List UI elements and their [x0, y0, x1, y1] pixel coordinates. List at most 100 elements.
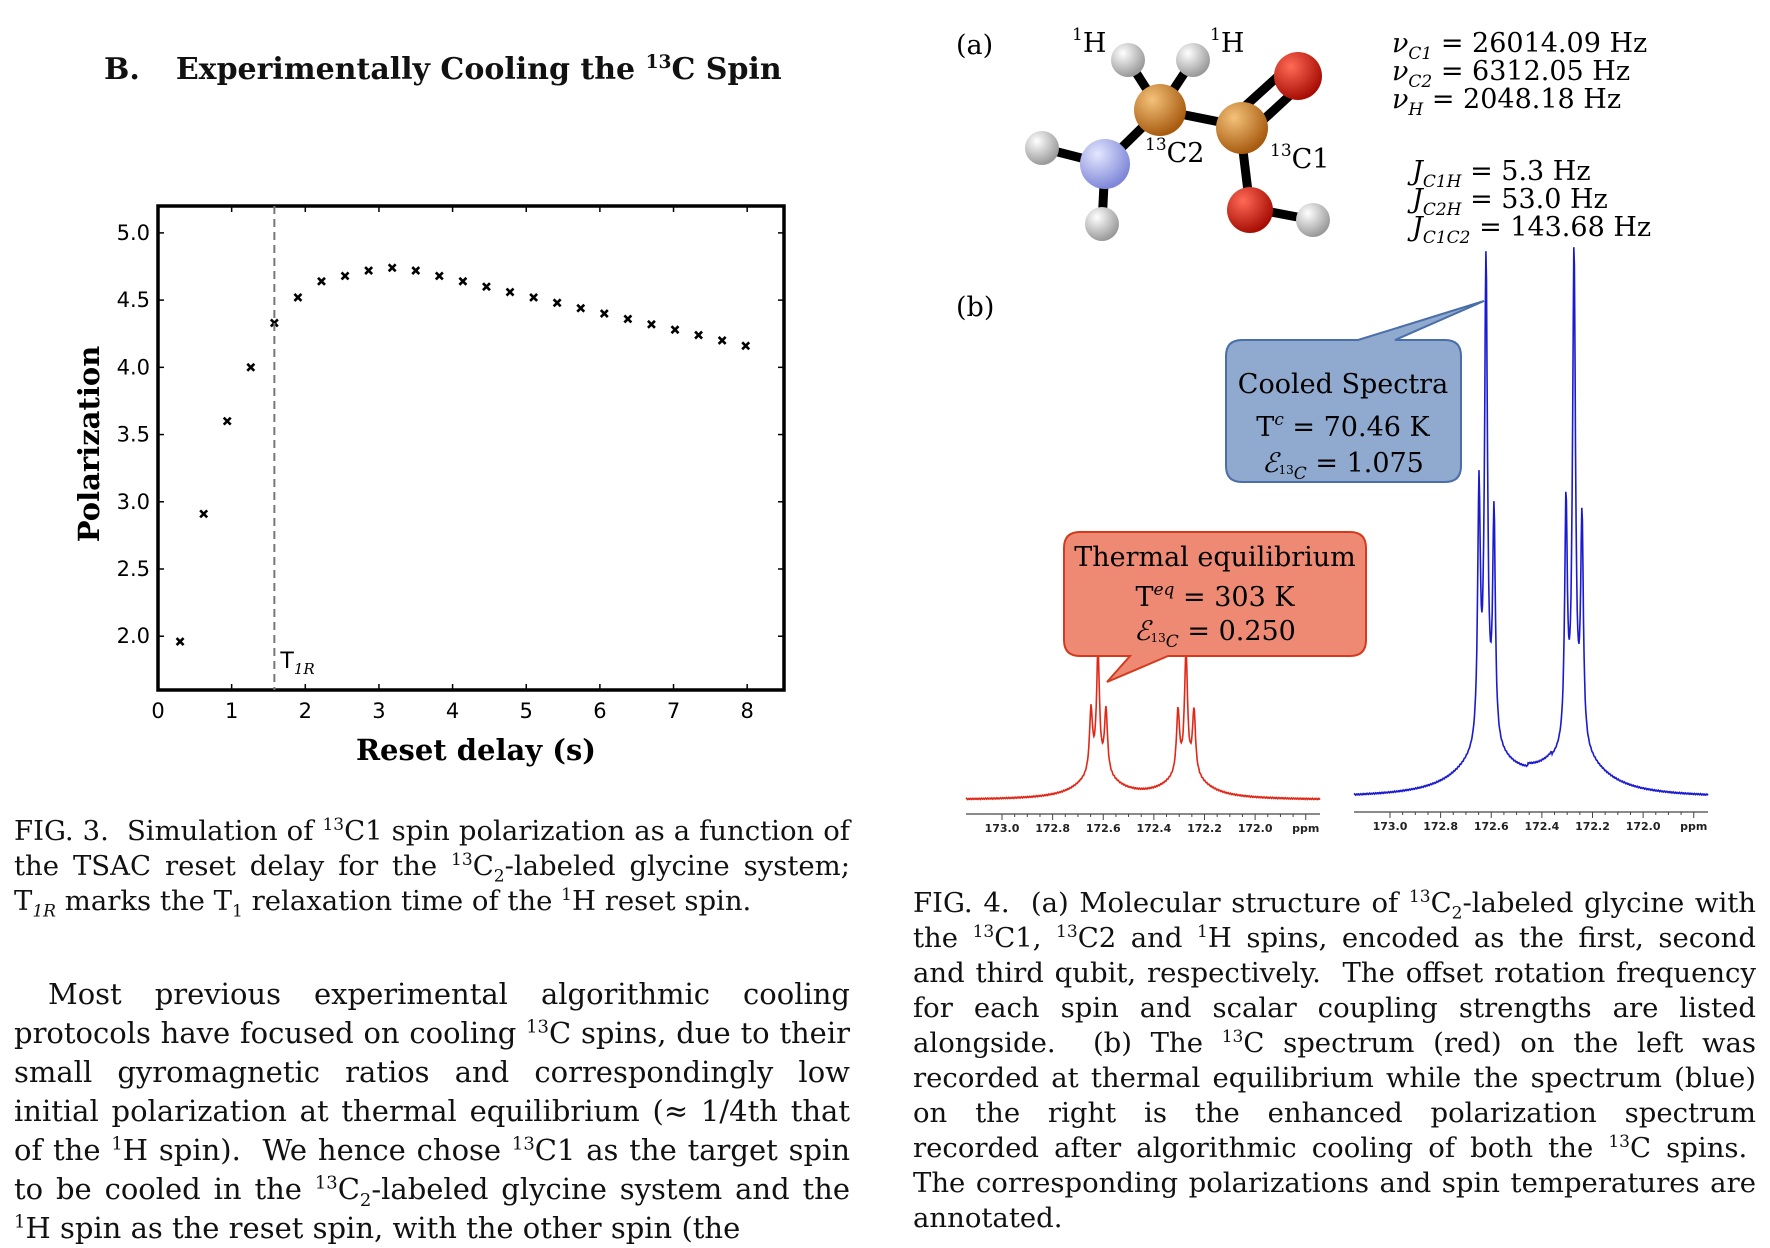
spectrum-tick-label: 172.4: [1524, 820, 1559, 833]
spectrum-tick-label: 173.0: [985, 822, 1020, 835]
coupling-c2h-value: = 53.0 Hz: [1461, 184, 1607, 215]
fig3-point: [741, 341, 751, 351]
freq-c2-sub: C2: [1408, 72, 1432, 92]
figures-canvas: 0 1 2 3 4 5 6 7 82.02.53.03.54.04.55.0 T1R Reset…: [72, 25, 1709, 835]
freq-c1-sub: C1: [1408, 44, 1432, 64]
callout-cooled-enh: ℰ13C = 1.075: [1262, 448, 1424, 484]
callout-cooled-enh-sub: 13: [1278, 463, 1293, 477]
fig3-point: [434, 271, 444, 281]
fig3-t1r-main: T: [279, 649, 294, 674]
callout-cooled-enh-subc: C: [1294, 464, 1307, 484]
callout-cooled-enh-sym: ℰ: [1262, 448, 1281, 479]
fig3-ytick-label: 4.0: [117, 355, 150, 379]
atom-label-h1: 1H: [1072, 25, 1106, 59]
fig3-point: [647, 319, 656, 329]
fig3-point: [293, 293, 303, 302]
coupling-c2h-sub: C2H: [1423, 200, 1463, 220]
atom-label-h2-main: H: [1221, 28, 1245, 59]
callout-cooled-temp-val: = 70.46 K: [1284, 412, 1431, 443]
spectrum-tick-label: 172.6: [1474, 820, 1509, 833]
freq-h-sub: H: [1407, 100, 1424, 120]
freq-c1-sym: ν: [1392, 28, 1408, 59]
fig3-ytick-label: 3.0: [117, 490, 150, 514]
callout-thermal-enh-sym: ℰ: [1134, 616, 1153, 647]
section-title-post: C Spin: [671, 52, 782, 87]
atom-oxygen: [1274, 52, 1322, 100]
section-title-pre: Experimentally Cooling the: [175, 52, 646, 87]
spectrum-tick-label: 172.0: [1626, 820, 1661, 833]
fig3-point: [269, 318, 279, 328]
fig3-point: [458, 276, 468, 286]
atom-label-h2-sup: 1: [1210, 25, 1221, 45]
fig4b-label: (b): [956, 292, 994, 323]
fig3-point: [317, 276, 326, 286]
freq-h-sym: ν: [1392, 84, 1408, 115]
freq-c2-value: = 6312.05 Hz: [1432, 56, 1630, 87]
fig3-ytick-label: 3.5: [117, 423, 150, 447]
body-paragraph-text: Most previous experimental algorithmic c…: [14, 977, 850, 1245]
axis-thermal: 173.0 172.8 172.6 172.4 172.2 172.0 ppm: [966, 813, 1320, 835]
axis-cooled: 173.0 172.8 172.6 172.4 172.2 172.0 ppm: [1354, 811, 1708, 833]
fig3-point: [694, 330, 703, 340]
callout-thermal-enh-sub: 13: [1150, 631, 1165, 645]
callout-thermal: [1063, 531, 1367, 683]
fig3-xtick-label: 6: [593, 699, 606, 723]
coupling-c1h: JC1H = 5.3 Hz: [1407, 156, 1591, 192]
atom-label-c1-main: C1: [1292, 144, 1330, 175]
section-heading: B. Experimentally Cooling the 13C Spin: [104, 52, 782, 87]
fig3-caption-text: FIG. 3. Simulation of 13C1 spin polariza…: [14, 814, 850, 922]
fig3-t1r-sub: 1R: [294, 660, 315, 678]
fig3-point: [175, 637, 185, 647]
fig3-point: [199, 509, 209, 519]
fig3-point: [623, 314, 633, 324]
fig3-ytick-label: 4.5: [117, 288, 150, 312]
callout-thermal-enh-val: = 0.250: [1179, 616, 1296, 647]
spectrum-cooled: [1353, 247, 1709, 797]
atom-hydrogen: [1025, 131, 1059, 165]
callout-thermal-enh: ℰ13C = 0.250: [1134, 616, 1296, 652]
fig3-caption: FIG. 3. Simulation of 13C1 spin polariza…: [14, 814, 850, 922]
fig3-xtick-label: 5: [520, 699, 533, 723]
spectrum-tick-label: ppm: [1680, 820, 1707, 833]
fig3-ytick-label: 2.0: [117, 624, 150, 648]
spectrum-tick-label: 172.8: [1035, 822, 1070, 835]
spectrum-tick-label: 173.0: [1373, 820, 1408, 833]
coupling-c1h-sub: C1H: [1423, 172, 1463, 192]
callout-cooled-temp-sup: c: [1274, 410, 1284, 430]
atom-label-c2-sup: 13: [1145, 135, 1167, 155]
fig4-parameters: νC1 = 26014.09 Hz νC2 = 6312.05 Hz νH = …: [1392, 28, 1651, 248]
fig3-point: [482, 282, 491, 292]
callout-cooled: [1225, 300, 1485, 483]
callout-thermal-temp: Teq = 303 K: [1135, 580, 1295, 613]
fig3-point: [222, 416, 232, 426]
atom-hydrogen: [1085, 207, 1119, 241]
spectrum-tick-label: 172.8: [1423, 820, 1458, 833]
spectrum-tick-label: 172.2: [1575, 820, 1610, 833]
freq-h: νH = 2048.18 Hz: [1392, 84, 1621, 120]
spectrum-tick-label: 172.4: [1136, 822, 1171, 835]
fig3-point: [576, 303, 586, 313]
fig3-point: [505, 287, 515, 297]
fig3-points: [175, 263, 751, 647]
spectrum-tick-label: 172.2: [1187, 822, 1222, 835]
section-title-sup: 13: [645, 52, 672, 73]
fig3-xtick-label: 2: [299, 699, 312, 723]
freq-c1-value: = 26014.09 Hz: [1432, 28, 1647, 59]
fig3-xtick-label: 7: [667, 699, 680, 723]
callout-cooled-enh-val: = 1.075: [1307, 448, 1424, 479]
atom-label-c2: 13C2: [1145, 135, 1204, 169]
fig4-panel-b: (b) 173.0 172.8 172.6 172.4 172.2 172.0 ppm 17…: [956, 247, 1709, 835]
fig3-point: [529, 293, 539, 302]
spectrum-tick-label: ppm: [1292, 822, 1319, 835]
coupling-c2h: JC2H = 53.0 Hz: [1407, 184, 1608, 220]
fig4-panel-a: (a) 1H 1H 13C2 13C1: [956, 25, 1330, 241]
fig3-ytick-label: 5.0: [117, 221, 150, 245]
fig3-point: [552, 298, 562, 308]
freq-c2: νC2 = 6312.05 Hz: [1392, 56, 1630, 92]
freq-h-value: = 2048.18 Hz: [1423, 84, 1621, 115]
fig3-point: [364, 266, 374, 275]
fig3-ylabel: Polarization: [72, 346, 106, 543]
fig3-ytick-label: 2.5: [117, 557, 150, 581]
fig3-ticks: 0 1 2 3 4 5 6 7 8 2.0 2.5 3.0 3.5 4.0 4.5 5.0: [117, 206, 784, 723]
callout-thermal-temp-sym: T: [1135, 582, 1153, 613]
